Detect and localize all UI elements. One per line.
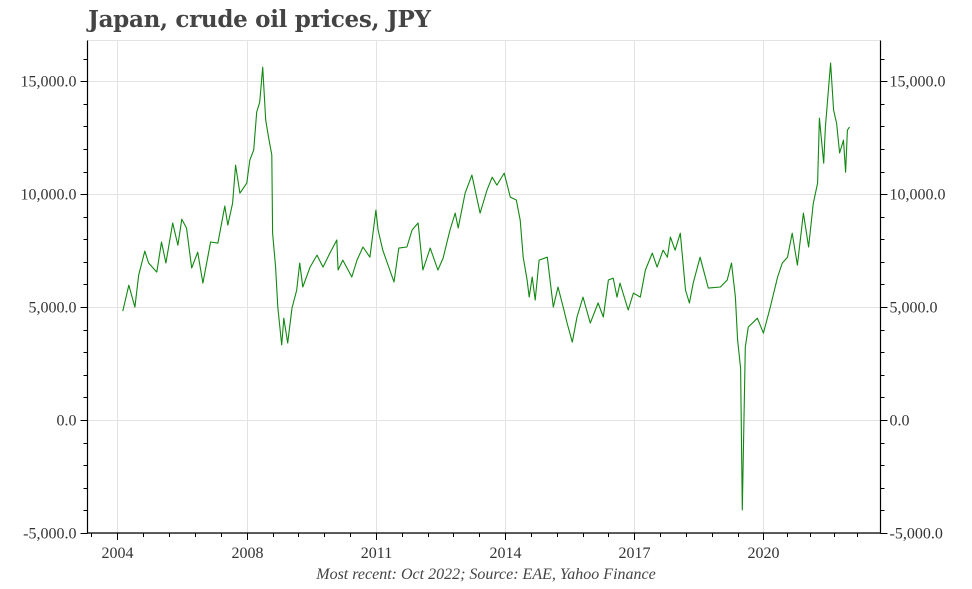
x-tick-label: 2011 (361, 545, 392, 562)
series-line-crude-oil (122, 62, 850, 511)
chart-title: Japan, crude oil prices, JPY (88, 6, 431, 33)
x-tick-label: 2017 (619, 545, 651, 562)
x-tick-label: 2014 (490, 545, 522, 562)
y-tick-label-left: 0.0 (57, 413, 77, 430)
chart-caption: Most recent: Oct 2022; Source: EAE, Yaho… (316, 566, 656, 583)
y-tick-label-left: 10,000.0 (21, 187, 77, 204)
y-tick-label-right: -5,000.0 (890, 526, 943, 543)
y-tick-label-right: 0.0 (890, 413, 910, 430)
x-tick-label: 2008 (232, 545, 264, 562)
y-tick-label-left: -5,000.0 (23, 526, 76, 543)
x-tick-label: 2020 (748, 545, 780, 562)
y-tick-label-left: 15,000.0 (21, 74, 77, 91)
series-layer (122, 62, 850, 511)
y-tick-label-right: 5,000.0 (890, 300, 938, 317)
gridlines (87, 40, 881, 534)
x-tick-label: 2004 (102, 545, 134, 562)
y-tick-label-right: 15,000.0 (890, 74, 946, 91)
y-tick-label-left: 5,000.0 (29, 300, 77, 317)
tick-labels: -5,000.0 -5,000.0 0.0 0.0 5,000.0 5,000.0 10,0… (21, 74, 946, 563)
y-tick-label-right: 10,000.0 (890, 187, 946, 204)
axes (80, 40, 888, 540)
